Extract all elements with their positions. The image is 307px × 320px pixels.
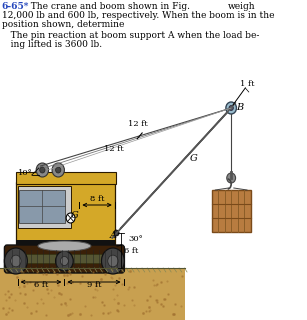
Circle shape [60, 257, 68, 266]
Circle shape [11, 255, 21, 267]
Text: 9 ft: 9 ft [87, 281, 101, 289]
Bar [212, 190, 251, 232]
Text: 1 ft: 1 ft [240, 80, 254, 88]
Circle shape [56, 167, 61, 173]
Text: position shown, determine: position shown, determine [2, 20, 124, 29]
Text: 6 ft: 6 ft [123, 246, 138, 254]
Circle shape [227, 173, 235, 183]
Text: A: A [109, 231, 116, 240]
Circle shape [40, 167, 45, 173]
Circle shape [229, 106, 233, 110]
Circle shape [4, 248, 27, 274]
Text: 12 ft: 12 ft [128, 120, 148, 128]
Circle shape [56, 251, 73, 271]
Bar [16, 182, 115, 250]
Bar [0, 268, 185, 320]
Polygon shape [112, 103, 235, 238]
Bar [17, 186, 71, 228]
Text: 30°: 30° [129, 235, 144, 243]
Text: 6 ft: 6 ft [34, 281, 48, 289]
Text: ing lifted is 3600 lb.: ing lifted is 3600 lb. [2, 40, 102, 49]
Text: The pin reaction at boom support A when the load be-: The pin reaction at boom support A when … [2, 31, 259, 40]
Text: B: B [236, 103, 243, 112]
Text: G: G [71, 211, 79, 220]
Bar [16, 240, 115, 246]
FancyBboxPatch shape [4, 245, 124, 273]
Text: weigh: weigh [228, 2, 255, 11]
Text: 8 ft: 8 ft [90, 195, 104, 203]
Text: The crane and boom shown in Fig.: The crane and boom shown in Fig. [25, 2, 190, 11]
Bar [19, 190, 65, 223]
Text: 10°: 10° [17, 169, 33, 177]
Circle shape [226, 102, 236, 114]
Bar [16, 172, 116, 184]
Text: 12 ft: 12 ft [104, 145, 124, 154]
Circle shape [52, 163, 64, 177]
Bar [19, 254, 104, 263]
Text: 12,000 lb and 600 lb, respectively. When the boom is in the: 12,000 lb and 600 lb, respectively. When… [2, 11, 274, 20]
Text: G: G [190, 154, 198, 163]
Circle shape [114, 230, 119, 236]
Text: 6-65*: 6-65* [2, 2, 29, 11]
Circle shape [102, 248, 124, 274]
Circle shape [66, 213, 75, 223]
Circle shape [36, 163, 49, 177]
Ellipse shape [38, 241, 91, 251]
Circle shape [108, 255, 118, 267]
